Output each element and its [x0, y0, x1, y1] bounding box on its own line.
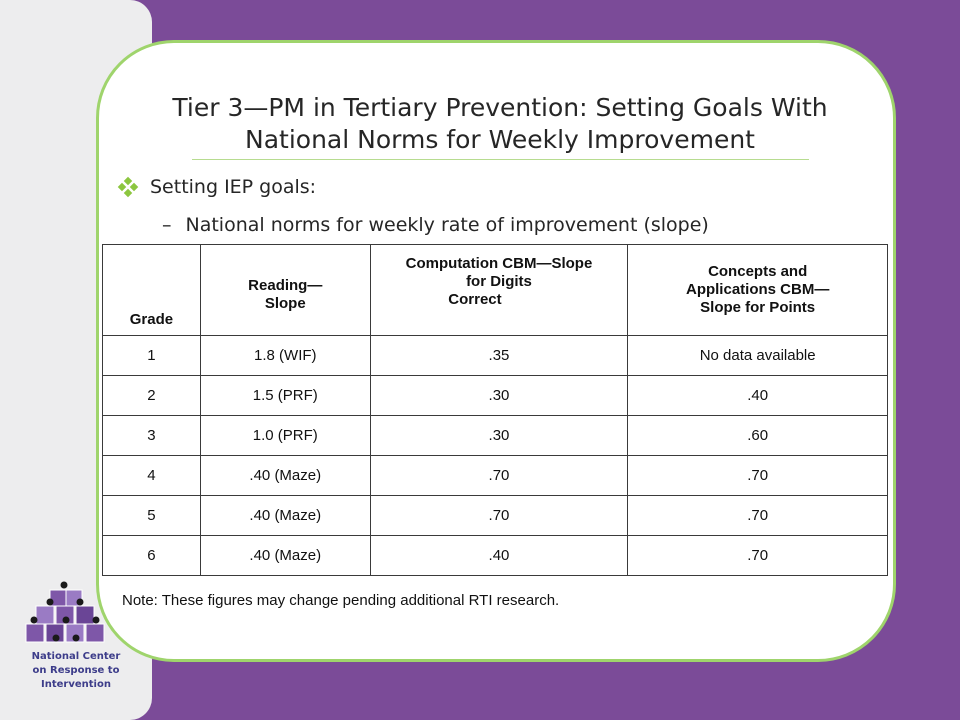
table-row: 4 .40 (Maze) .70 .70 — [102, 455, 888, 496]
cell-computation: .35 — [369, 335, 629, 376]
cell-concepts: No data available — [627, 335, 888, 376]
cell-grade: 3 — [102, 415, 201, 456]
table-row: 2 1.5 (PRF) .30 .40 — [102, 375, 888, 416]
cell-grade: 2 — [102, 375, 201, 416]
cell-grade: 4 — [102, 455, 201, 496]
cube-pyramid-logo-icon — [25, 581, 105, 643]
cell-computation: .70 — [369, 495, 629, 536]
bullet-text: Setting IEP goals: — [150, 176, 317, 198]
slide-title: Tier 3—PM in Tertiary Prevention: Settin… — [172, 93, 828, 154]
diamond-bullet-icon — [117, 176, 139, 198]
title-divider — [192, 159, 809, 160]
cell-concepts: .60 — [627, 415, 888, 456]
cell-reading: 1.8 (WIF) — [199, 335, 371, 376]
header-concepts: Concepts and Applications CBM— Slope for P… — [627, 244, 888, 336]
cell-concepts: .70 — [627, 535, 888, 576]
cell-reading: .40 (Maze) — [199, 455, 371, 496]
cell-computation: .30 — [369, 415, 629, 456]
cell-concepts: .70 — [627, 495, 888, 536]
cell-concepts: .70 — [627, 455, 888, 496]
header-computation: Computation CBM—Slope for Digits Correct — [369, 244, 629, 336]
table-row: 1 1.8 (WIF) .35 No data available — [102, 335, 888, 376]
sub-bullet-marker: – — [162, 214, 172, 236]
cell-grade: 6 — [102, 535, 201, 576]
sub-bullet-item: – National norms for weekly rate of impro… — [162, 214, 709, 236]
table-row: 3 1.0 (PRF) .30 .60 — [102, 415, 888, 456]
bullet-item: Setting IEP goals: — [117, 176, 317, 198]
cell-grade: 1 — [102, 335, 201, 376]
logo-caption: National Center on Response to Intervent… — [31, 651, 121, 690]
cell-reading: 1.0 (PRF) — [199, 415, 371, 456]
header-grade: Grade — [102, 244, 201, 336]
cell-computation: .30 — [369, 375, 629, 416]
table-header-row: Grade Reading— Slope Computation CBM—Slop… — [102, 244, 888, 336]
cell-grade: 5 — [102, 495, 201, 536]
cell-reading: .40 (Maze) — [199, 535, 371, 576]
cell-concepts: .40 — [627, 375, 888, 416]
table-row: 6 .40 (Maze) .40 .70 — [102, 535, 888, 576]
norms-table: Grade Reading— Slope Computation CBM—Slop… — [102, 244, 888, 576]
table-row: 5 .40 (Maze) .70 .70 — [102, 495, 888, 536]
header-reading: Reading— Slope — [199, 244, 371, 336]
cell-computation: .40 — [369, 535, 629, 576]
cell-reading: 1.5 (PRF) — [199, 375, 371, 416]
sub-bullet-text: National norms for weekly rate of improv… — [185, 214, 709, 236]
footnote: Note: These figures may change pending a… — [122, 592, 560, 609]
cell-reading: .40 (Maze) — [199, 495, 371, 536]
cell-computation: .70 — [369, 455, 629, 496]
